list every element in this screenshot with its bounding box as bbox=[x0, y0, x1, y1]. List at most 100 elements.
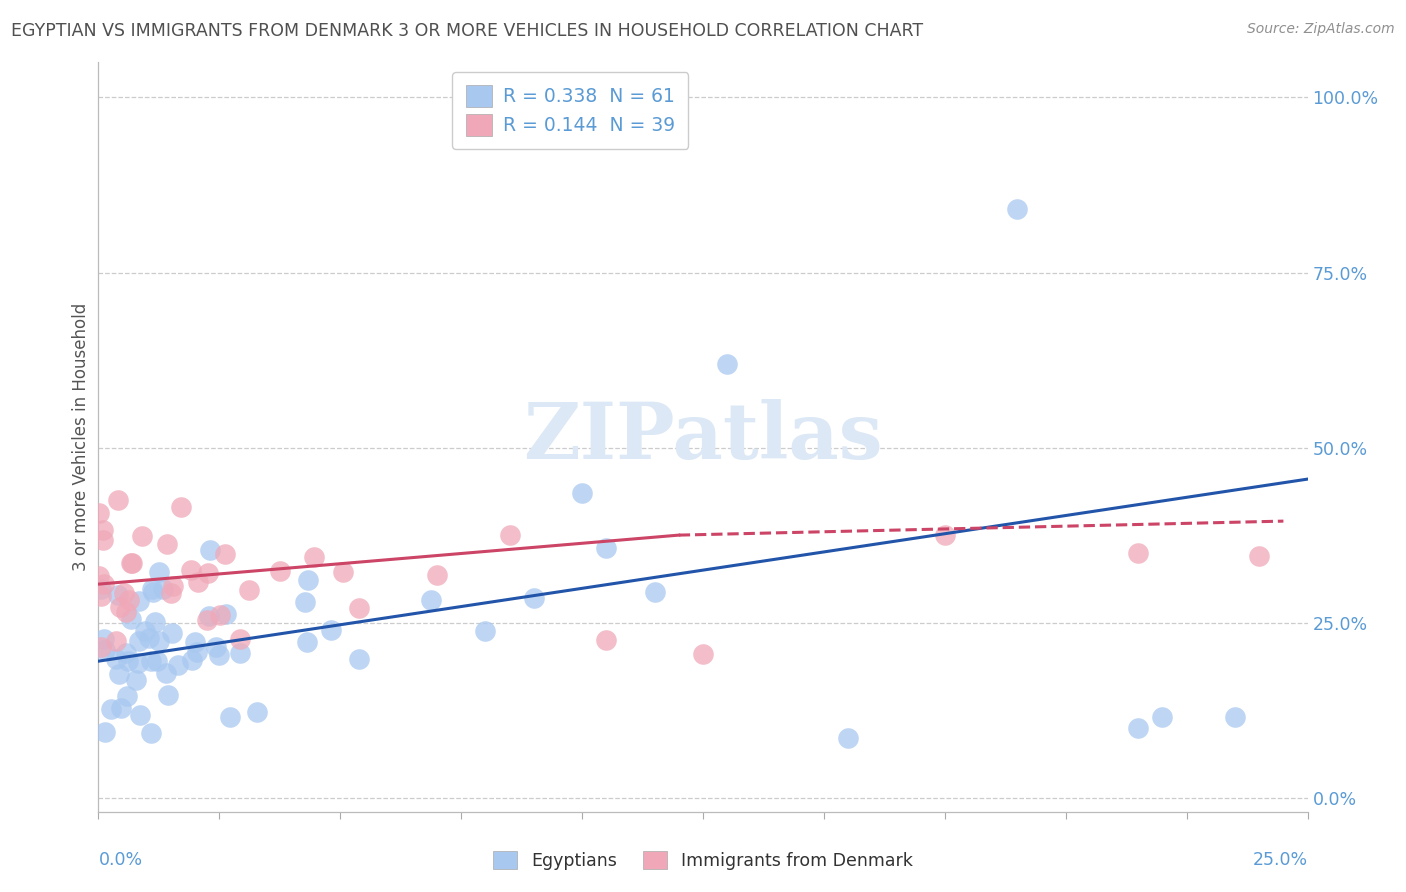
Point bbox=[141, 582, 163, 596]
Point bbox=[304, 550, 326, 565]
Point bbox=[105, 634, 128, 648]
Point bbox=[94, 725, 117, 739]
Point bbox=[228, 632, 250, 646]
Point bbox=[1223, 710, 1246, 724]
Point bbox=[114, 646, 136, 660]
Point bbox=[155, 666, 177, 681]
Text: EGYPTIAN VS IMMIGRANTS FROM DENMARK 3 OR MORE VEHICLES IN HOUSEHOLD CORRELATION : EGYPTIAN VS IMMIGRANTS FROM DENMARK 3 OR… bbox=[11, 22, 924, 40]
Point bbox=[90, 589, 112, 603]
Point bbox=[1249, 549, 1271, 563]
Point bbox=[112, 586, 135, 600]
Point bbox=[129, 708, 152, 723]
Point bbox=[148, 634, 170, 648]
Point bbox=[200, 542, 222, 557]
Point bbox=[297, 573, 319, 587]
Point bbox=[134, 624, 156, 639]
Point bbox=[297, 635, 319, 649]
Point bbox=[186, 645, 208, 659]
Point bbox=[146, 654, 169, 668]
Point bbox=[139, 726, 162, 740]
Point bbox=[170, 500, 193, 514]
Legend: Egyptians, Immigrants from Denmark: Egyptians, Immigrants from Denmark bbox=[484, 843, 922, 879]
Point bbox=[87, 568, 110, 582]
Point bbox=[419, 592, 441, 607]
Point bbox=[128, 593, 150, 607]
Point bbox=[229, 646, 252, 660]
Point bbox=[269, 564, 291, 578]
Point bbox=[595, 541, 617, 556]
Point bbox=[108, 666, 131, 681]
Point bbox=[121, 557, 143, 571]
Point bbox=[208, 608, 231, 623]
Point bbox=[118, 593, 141, 607]
Point bbox=[595, 633, 617, 648]
Point bbox=[138, 631, 160, 645]
Point bbox=[104, 652, 127, 666]
Point bbox=[523, 591, 546, 605]
Y-axis label: 3 or more Vehicles in Household: 3 or more Vehicles in Household bbox=[72, 303, 90, 571]
Point bbox=[167, 658, 190, 673]
Point bbox=[238, 583, 260, 598]
Point bbox=[198, 609, 221, 624]
Point bbox=[474, 624, 496, 639]
Point bbox=[162, 579, 184, 593]
Point bbox=[1128, 721, 1150, 735]
Point bbox=[120, 612, 142, 626]
Point bbox=[91, 533, 114, 547]
Point bbox=[197, 566, 219, 581]
Point bbox=[195, 613, 218, 627]
Point bbox=[142, 585, 165, 599]
Point bbox=[162, 625, 184, 640]
Point bbox=[716, 357, 738, 371]
Point bbox=[156, 688, 179, 702]
Point bbox=[107, 493, 129, 508]
Point bbox=[934, 528, 956, 542]
Point bbox=[208, 648, 231, 662]
Point bbox=[94, 643, 117, 657]
Point bbox=[139, 655, 162, 669]
Text: 25.0%: 25.0% bbox=[1253, 851, 1308, 869]
Point bbox=[1152, 710, 1174, 724]
Text: ZIPatlas: ZIPatlas bbox=[523, 399, 883, 475]
Point bbox=[100, 702, 122, 716]
Point bbox=[837, 731, 859, 746]
Point bbox=[349, 601, 371, 615]
Point bbox=[349, 652, 371, 666]
Point bbox=[117, 654, 139, 668]
Point bbox=[215, 607, 238, 622]
Point bbox=[332, 565, 354, 579]
Point bbox=[644, 584, 666, 599]
Point bbox=[115, 689, 138, 703]
Text: Source: ZipAtlas.com: Source: ZipAtlas.com bbox=[1247, 22, 1395, 37]
Point bbox=[93, 577, 115, 591]
Point bbox=[205, 640, 228, 654]
Point bbox=[498, 528, 520, 542]
Point bbox=[180, 653, 202, 667]
Point bbox=[90, 640, 112, 654]
Point bbox=[127, 657, 149, 671]
Point bbox=[131, 529, 153, 543]
Point bbox=[93, 632, 115, 647]
Point bbox=[426, 568, 449, 582]
Point bbox=[294, 595, 316, 609]
Point bbox=[155, 537, 177, 551]
Point bbox=[128, 634, 150, 648]
Point bbox=[246, 705, 269, 719]
Point bbox=[143, 615, 166, 629]
Point bbox=[110, 701, 132, 715]
Point bbox=[214, 547, 236, 561]
Point bbox=[152, 582, 174, 596]
Point bbox=[120, 556, 142, 570]
Point bbox=[148, 565, 170, 579]
Point bbox=[571, 486, 593, 500]
Point bbox=[321, 624, 343, 638]
Point bbox=[692, 647, 714, 661]
Point bbox=[125, 673, 148, 688]
Point bbox=[108, 599, 131, 614]
Point bbox=[219, 710, 242, 724]
Point bbox=[91, 523, 114, 537]
Point bbox=[115, 605, 138, 619]
Point bbox=[180, 563, 202, 577]
Text: 0.0%: 0.0% bbox=[98, 851, 142, 869]
Legend: R = 0.338  N = 61, R = 0.144  N = 39: R = 0.338 N = 61, R = 0.144 N = 39 bbox=[453, 72, 689, 149]
